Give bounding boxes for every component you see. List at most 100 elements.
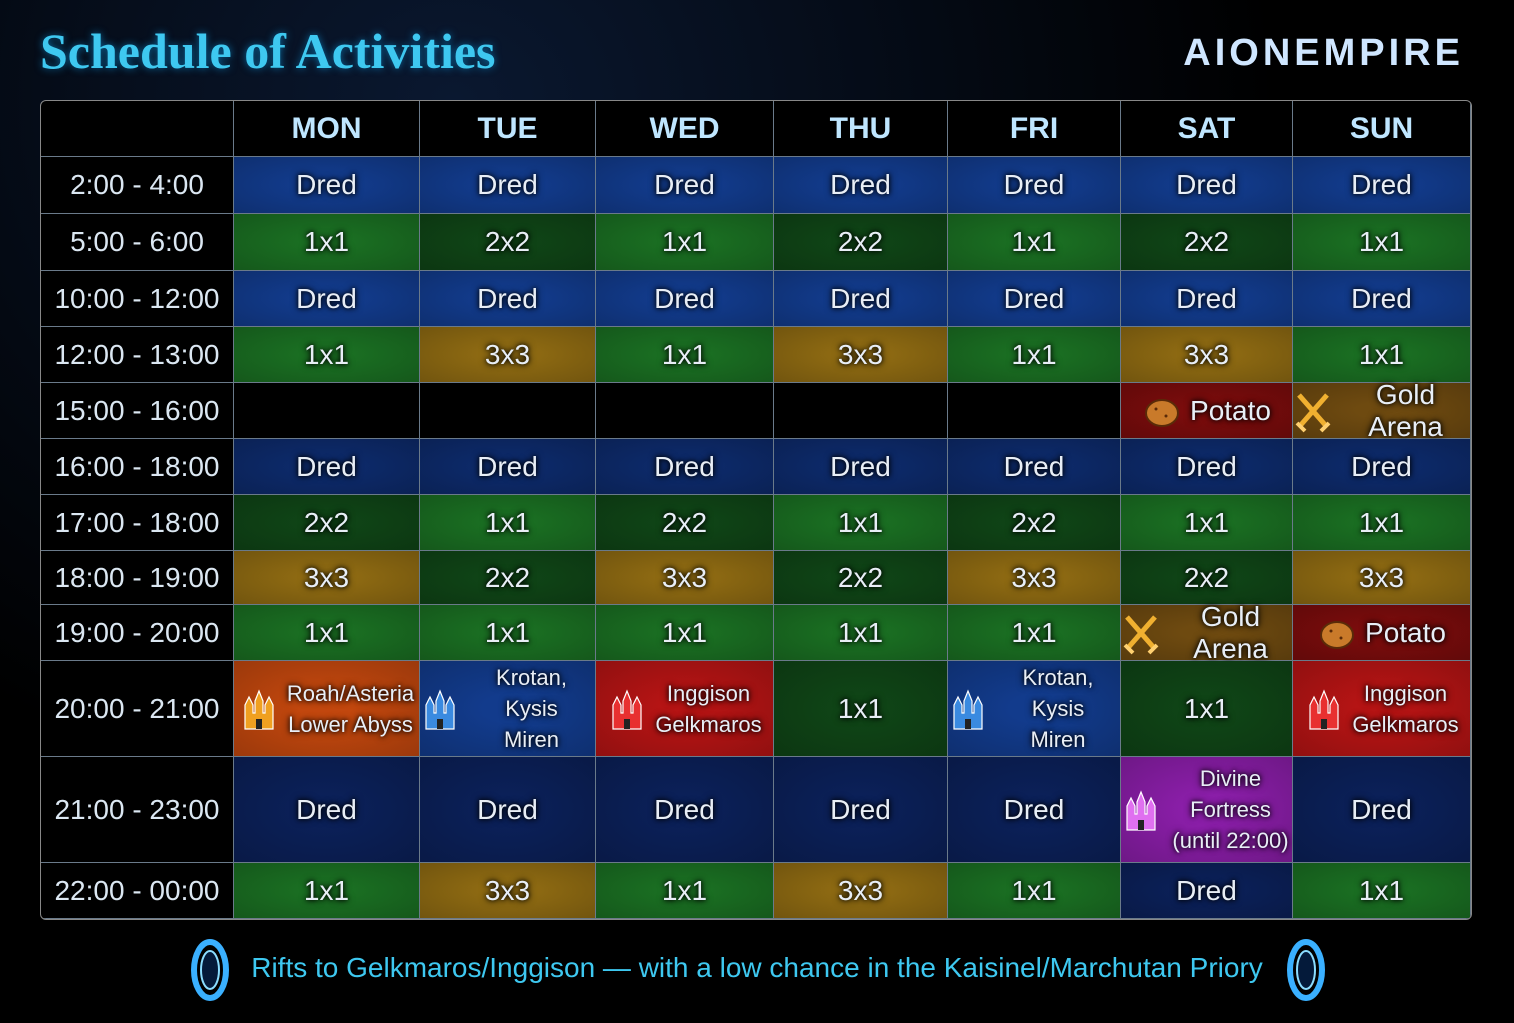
activity-label: 1x1 <box>1011 338 1057 370</box>
activity-label: 2x2 <box>303 506 350 538</box>
activity-label: Dred <box>1003 450 1065 482</box>
activity-cell: Roah/Asteria Lower Abyss <box>234 661 420 757</box>
activity-cell: 1x1 <box>596 327 774 383</box>
activity-cell: Dred <box>1293 157 1471 214</box>
time-label: 18:00 - 19:00 <box>54 561 220 593</box>
activity-label: Divine Fortress (until 22:00) <box>1169 763 1292 856</box>
activity-label: Dred <box>1176 450 1237 482</box>
label-line: Inggison <box>1363 680 1448 706</box>
day-header: SAT <box>1121 101 1293 157</box>
activity-icon <box>1295 392 1331 432</box>
time-slot: 22:00 - 00:00 <box>41 863 234 919</box>
activity-cell: 1x1 <box>1293 863 1471 919</box>
activity-label: 3x3 <box>303 561 350 593</box>
activity-cell: 2x2 <box>774 214 948 271</box>
activity-label: 2x2 <box>1011 506 1057 538</box>
activity-cell <box>420 383 596 439</box>
activity-icon <box>425 688 455 730</box>
activity-cell: 3x3 <box>948 551 1121 605</box>
activity-cell: 1x1 <box>596 605 774 661</box>
activity-cell: Divine Fortress (until 22:00) <box>1121 757 1293 863</box>
activity-cell: Dred <box>420 271 596 327</box>
activity-icon <box>244 688 274 730</box>
activity-label: 1x1 <box>661 874 708 906</box>
activity-label: Dred <box>654 169 715 200</box>
activity-label: Dred <box>296 450 357 482</box>
activity-cell: 2x2 <box>234 495 420 551</box>
activity-cell: Dred <box>596 157 774 214</box>
activity-cell: 1x1 <box>234 214 420 271</box>
time-slot: 12:00 - 13:00 <box>41 327 234 383</box>
activity-label: Dred <box>830 282 891 314</box>
portal-icon <box>1287 939 1325 1001</box>
activity-icon <box>953 688 983 730</box>
label-line: Lower Abyss <box>288 711 413 737</box>
activity-label: Dred <box>830 169 891 200</box>
footer-note: Rifts to Gelkmaros/Inggison — with a low… <box>251 952 1263 983</box>
activity-label: 1x1 <box>484 506 531 538</box>
activity-label: Dred <box>477 793 538 825</box>
activity-cell: 2x2 <box>774 551 948 605</box>
activity-cell: Dred <box>1121 863 1293 919</box>
activity-label: 1x1 <box>1183 692 1230 724</box>
activity-label: 1x1 <box>661 338 708 370</box>
label-line: (until 22:00) <box>1172 828 1289 853</box>
activity-label: Dred <box>296 793 357 825</box>
activity-label: 1x1 <box>303 616 350 648</box>
activity-cell: 1x1 <box>948 863 1121 919</box>
activity-cell <box>774 383 948 439</box>
activity-label: 1x1 <box>303 874 350 906</box>
time-label: 22:00 - 00:00 <box>54 874 220 906</box>
activity-label: 1x1 <box>1183 506 1230 538</box>
time-slot: 10:00 - 12:00 <box>41 271 234 327</box>
activity-cell: 1x1 <box>774 605 948 661</box>
activity-label: Dred <box>830 450 891 482</box>
activity-cell: Dred <box>774 157 948 214</box>
activity-cell: 1x1 <box>948 214 1121 271</box>
activity-cell: Dred <box>1293 439 1471 495</box>
time-label: 12:00 - 13:00 <box>54 338 220 370</box>
activity-cell: 1x1 <box>234 863 420 919</box>
activity-label: 2x2 <box>837 561 884 593</box>
activity-label: Dred <box>1351 169 1412 200</box>
activity-cell: Potato <box>1293 605 1471 661</box>
portal-icon <box>191 939 229 1001</box>
logo: AIONEMPIRE <box>1183 32 1464 74</box>
header-corner <box>41 101 234 157</box>
activity-label: Krotan, Kysis Miren <box>996 662 1120 755</box>
time-slot: 5:00 - 6:00 <box>41 214 234 271</box>
label-line: Krotan, Kysis <box>1022 665 1094 721</box>
activity-label: 1x1 <box>303 226 350 257</box>
activity-label: 1x1 <box>1358 226 1405 257</box>
activity-cell: Dred <box>774 271 948 327</box>
activity-label: Inggison Gelkmaros <box>655 678 761 740</box>
activity-cell: Dred <box>1121 271 1293 327</box>
activity-label: 2x2 <box>1183 226 1230 257</box>
activity-label: Dred <box>1176 874 1237 906</box>
title: Schedule of Activities <box>40 23 496 79</box>
activity-label: Inggison Gelkmaros <box>1352 678 1458 740</box>
activity-label: Potato <box>1190 394 1271 426</box>
activity-cell: Dred <box>420 757 596 863</box>
activity-label: Krotan, Kysis Miren <box>468 662 595 755</box>
activity-cell: Dred <box>596 757 774 863</box>
activity-cell: 1x1 <box>1293 495 1471 551</box>
activity-label: 3x3 <box>837 338 884 370</box>
activity-label: 1x1 <box>484 616 531 648</box>
day-header: FRI <box>948 101 1121 157</box>
activity-label: 1x1 <box>661 616 708 648</box>
label-line: Miren <box>503 727 559 752</box>
activity-cell: 3x3 <box>774 863 948 919</box>
time-slot: 16:00 - 18:00 <box>41 439 234 495</box>
activity-cell: 1x1 <box>596 863 774 919</box>
activity-cell: 1x1 <box>596 214 774 271</box>
time-label: 10:00 - 12:00 <box>54 282 220 314</box>
activity-cell: Krotan, Kysis Miren <box>948 661 1121 757</box>
activity-cell <box>234 383 420 439</box>
label-line: Roah/Asteria <box>286 680 415 706</box>
activity-label: 1x1 <box>837 616 884 648</box>
activity-label: 3x3 <box>484 338 531 370</box>
label-line: Gelkmaros <box>1352 711 1459 737</box>
activity-cell: Potato <box>1121 383 1293 439</box>
